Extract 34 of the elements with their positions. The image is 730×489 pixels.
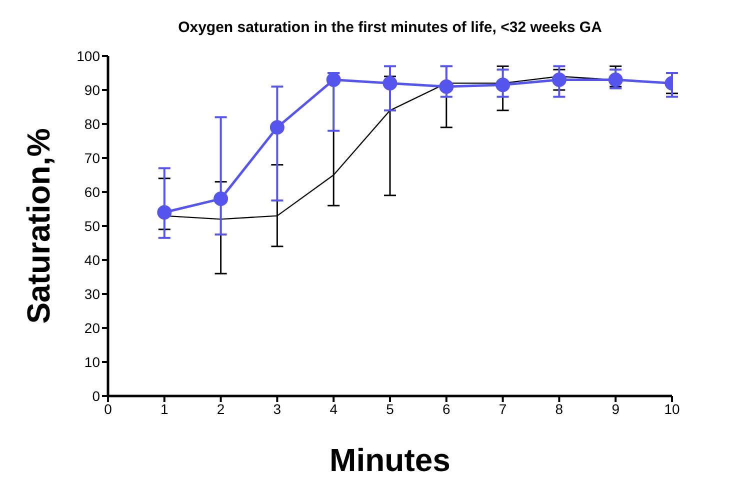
point [496,78,510,92]
point [382,76,398,90]
x-tick-label: 9 [612,400,620,417]
point [608,72,623,88]
x-tick-label: 10 [664,400,680,417]
point [326,72,341,88]
x-tick-label: 7 [498,400,507,417]
y-tick-label: 80 [84,116,100,132]
point [214,192,228,206]
x-tick-label: 6 [442,400,450,417]
y-tick-label: 90 [84,82,100,98]
point [439,79,454,94]
y-axis-title: Saturation,% [20,128,56,324]
chart-title: Oxygen saturation in the first minutes of life, <32 weeks GA [177,18,603,38]
x-tick-label: 3 [273,400,282,417]
x-tick-label: 0 [104,400,112,417]
y-tick-label: 70 [84,150,100,166]
point [552,72,566,88]
y-tick-label: 100 [76,48,100,64]
y-tick-label: 60 [84,184,100,200]
y-tick-label: 30 [84,286,100,302]
y-tick-label: 10 [84,354,100,370]
y-tick-label: 20 [84,320,100,336]
x-tick-label: 4 [330,400,338,417]
x-tick-label: 2 [216,400,225,417]
x-tick-label: 5 [386,400,394,417]
y-tick-label: 40 [84,252,100,268]
x-tick-label: 8 [555,400,564,417]
point [157,205,172,220]
x-axis-title: Minutes [330,442,450,478]
point [270,120,284,135]
y-tick-label: 50 [84,218,100,234]
y-tick-label: 0 [92,388,100,404]
x-tick-label: 1 [160,400,168,417]
